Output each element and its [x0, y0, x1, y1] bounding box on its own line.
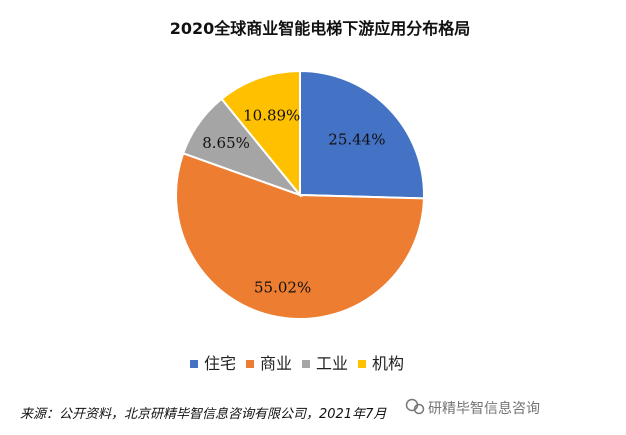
pie-label-industrial: 8.65%	[202, 134, 250, 152]
pie-label-institution: 10.89%	[243, 107, 300, 125]
legend-swatch-industrial	[302, 360, 310, 368]
legend-label-residential: 住宅	[204, 354, 236, 373]
pie-label-residential: 25.44%	[328, 131, 385, 149]
legend: 住宅 商业 工业 机构	[190, 354, 404, 373]
legend-label-commercial: 商业	[260, 354, 292, 373]
legend-swatch-residential	[190, 360, 198, 368]
watermark: 研精毕智信息咨询	[405, 398, 540, 417]
pie-slice-residential	[299, 69, 425, 200]
legend-swatch-institution	[358, 360, 366, 368]
pie-labels: 25.44% 55.02% 8.65% 10.89%	[202, 107, 385, 297]
legend-swatch-commercial	[246, 360, 254, 368]
pie-slice-institution	[220, 69, 301, 198]
legend-label-industrial: 工业	[316, 354, 348, 373]
pie-slices	[175, 69, 425, 320]
pie-slice-commercial	[175, 152, 425, 320]
chart-title: 2020全球商业智能电梯下游应用分布格局	[170, 19, 471, 38]
source-text: 来源：公开资料，北京研精毕智信息咨询有限公司，2021年7月	[20, 406, 387, 422]
wechat-icon	[405, 398, 425, 415]
pie-label-commercial: 55.02%	[254, 279, 311, 297]
legend-label-institution: 机构	[372, 354, 404, 373]
watermark-text: 研精毕智信息咨询	[428, 400, 540, 417]
